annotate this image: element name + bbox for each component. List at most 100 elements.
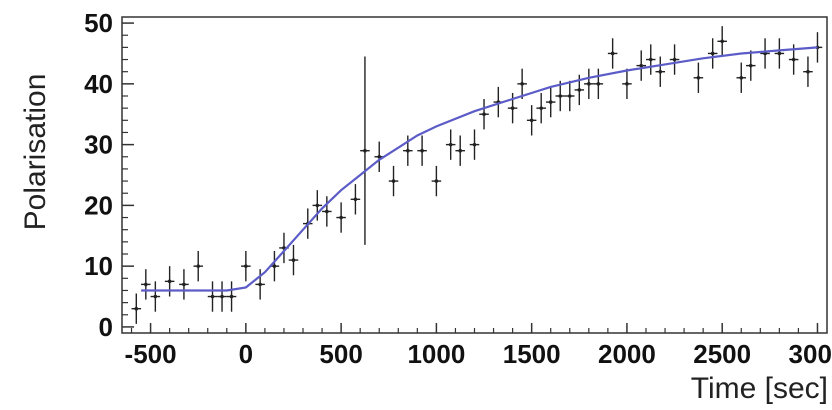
data-point bbox=[360, 56, 370, 245]
data-point bbox=[803, 56, 813, 87]
point-marker bbox=[325, 209, 329, 214]
point-marker bbox=[672, 57, 677, 62]
x-axis-label: Time [sec] bbox=[691, 372, 828, 405]
point-marker bbox=[696, 75, 701, 80]
point-marker bbox=[448, 142, 453, 147]
data-point bbox=[312, 190, 323, 221]
data-point bbox=[255, 269, 265, 300]
data-point bbox=[607, 38, 618, 69]
data-point bbox=[707, 38, 718, 69]
data-point bbox=[445, 129, 456, 160]
point-marker bbox=[229, 294, 234, 299]
point-marker bbox=[625, 82, 629, 86]
x-tick-label: 1500 bbox=[503, 339, 561, 369]
point-marker bbox=[510, 106, 515, 110]
point-marker bbox=[482, 112, 486, 117]
x-tick-label: -500 bbox=[125, 339, 177, 369]
point-marker bbox=[434, 179, 439, 183]
point-marker bbox=[648, 57, 653, 62]
data-point bbox=[760, 38, 770, 69]
data-point bbox=[417, 135, 427, 166]
y-tick-label: 30 bbox=[84, 130, 113, 160]
y-tick-labels: 0 10 20 30 40 50 bbox=[84, 8, 113, 342]
point-marker bbox=[748, 63, 753, 68]
data-point bbox=[774, 38, 785, 69]
point-marker bbox=[134, 306, 139, 311]
plot-frame bbox=[121, 16, 828, 334]
data-point bbox=[193, 250, 203, 282]
data-point bbox=[669, 44, 680, 75]
data-point bbox=[469, 129, 480, 160]
y-tick-label: 0 bbox=[99, 312, 113, 342]
point-marker bbox=[144, 282, 148, 287]
data-point bbox=[693, 62, 704, 93]
data-point bbox=[226, 281, 237, 312]
fit-curve bbox=[141, 46, 818, 292]
data-point bbox=[655, 56, 666, 87]
point-marker bbox=[558, 94, 563, 98]
data-point bbox=[555, 80, 566, 112]
data-point bbox=[717, 26, 727, 57]
data-point bbox=[179, 269, 189, 300]
point-marker bbox=[353, 197, 358, 202]
data-point bbox=[622, 68, 632, 100]
data-point bbox=[431, 165, 442, 197]
point-marker bbox=[182, 282, 186, 287]
data-point bbox=[545, 86, 556, 118]
point-marker bbox=[220, 294, 224, 299]
point-marker bbox=[610, 51, 615, 56]
data-point bbox=[517, 68, 527, 100]
point-marker bbox=[777, 51, 782, 56]
data-point bbox=[636, 50, 646, 81]
data-point bbox=[565, 80, 575, 112]
point-marker bbox=[363, 148, 367, 153]
point-marker bbox=[472, 142, 477, 147]
point-marker bbox=[196, 264, 201, 268]
data-point bbox=[645, 44, 656, 75]
data-point bbox=[336, 202, 346, 233]
point-marker bbox=[272, 264, 277, 268]
data-point bbox=[164, 266, 175, 297]
x-tick-label: 2500 bbox=[693, 339, 751, 369]
data-point bbox=[141, 269, 151, 300]
point-marker bbox=[658, 69, 663, 74]
point-marker bbox=[167, 279, 172, 284]
data-point bbox=[593, 68, 604, 100]
point-marker bbox=[391, 179, 396, 183]
x-tick-label: 2000 bbox=[598, 339, 656, 369]
data-point bbox=[288, 244, 299, 276]
data-point bbox=[584, 68, 594, 100]
point-marker bbox=[806, 69, 810, 74]
data-point bbox=[746, 50, 756, 81]
point-marker bbox=[791, 57, 796, 62]
point-marker bbox=[339, 215, 343, 220]
data-point bbox=[322, 196, 332, 227]
y-tick-label: 20 bbox=[84, 190, 113, 220]
data-point bbox=[736, 62, 747, 93]
data-points bbox=[131, 26, 823, 324]
point-marker bbox=[720, 39, 725, 44]
point-marker bbox=[291, 258, 296, 262]
point-marker bbox=[710, 51, 715, 56]
point-marker bbox=[567, 94, 572, 98]
x-tick-label: 500 bbox=[319, 339, 362, 369]
point-marker bbox=[596, 82, 601, 86]
point-marker bbox=[258, 282, 262, 287]
point-marker bbox=[639, 63, 644, 68]
data-point bbox=[536, 92, 546, 124]
point-marker bbox=[244, 264, 248, 268]
data-point bbox=[150, 281, 161, 312]
point-marker bbox=[406, 148, 410, 153]
x-tick-label: 0 bbox=[239, 339, 253, 369]
point-marker bbox=[529, 118, 534, 123]
data-point bbox=[207, 281, 218, 312]
point-marker bbox=[420, 148, 424, 153]
data-point bbox=[131, 293, 142, 324]
point-marker bbox=[153, 294, 158, 299]
y-tick-label: 40 bbox=[84, 69, 113, 99]
data-point bbox=[241, 250, 251, 282]
data-point bbox=[526, 105, 537, 136]
